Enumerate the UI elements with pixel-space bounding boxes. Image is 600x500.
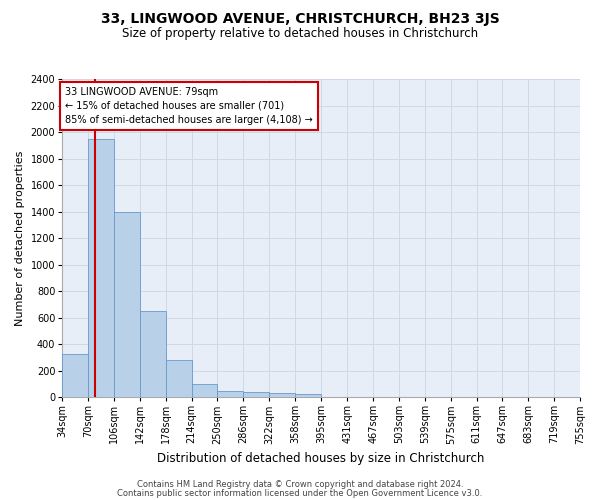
Bar <box>295 394 322 397</box>
Bar <box>191 384 217 397</box>
Bar <box>88 138 114 397</box>
Bar <box>62 354 88 397</box>
Bar <box>114 212 140 397</box>
Bar <box>140 311 166 397</box>
Bar <box>269 392 295 397</box>
Bar <box>217 390 243 397</box>
Text: Size of property relative to detached houses in Christchurch: Size of property relative to detached ho… <box>122 28 478 40</box>
Text: 33, LINGWOOD AVENUE, CHRISTCHURCH, BH23 3JS: 33, LINGWOOD AVENUE, CHRISTCHURCH, BH23 … <box>101 12 499 26</box>
X-axis label: Distribution of detached houses by size in Christchurch: Distribution of detached houses by size … <box>157 452 485 465</box>
Bar <box>243 392 269 397</box>
Text: Contains HM Land Registry data © Crown copyright and database right 2024.: Contains HM Land Registry data © Crown c… <box>137 480 463 489</box>
Bar <box>166 360 191 397</box>
Text: 33 LINGWOOD AVENUE: 79sqm
← 15% of detached houses are smaller (701)
85% of semi: 33 LINGWOOD AVENUE: 79sqm ← 15% of detac… <box>65 87 313 125</box>
Text: Contains public sector information licensed under the Open Government Licence v3: Contains public sector information licen… <box>118 488 482 498</box>
Y-axis label: Number of detached properties: Number of detached properties <box>15 150 25 326</box>
